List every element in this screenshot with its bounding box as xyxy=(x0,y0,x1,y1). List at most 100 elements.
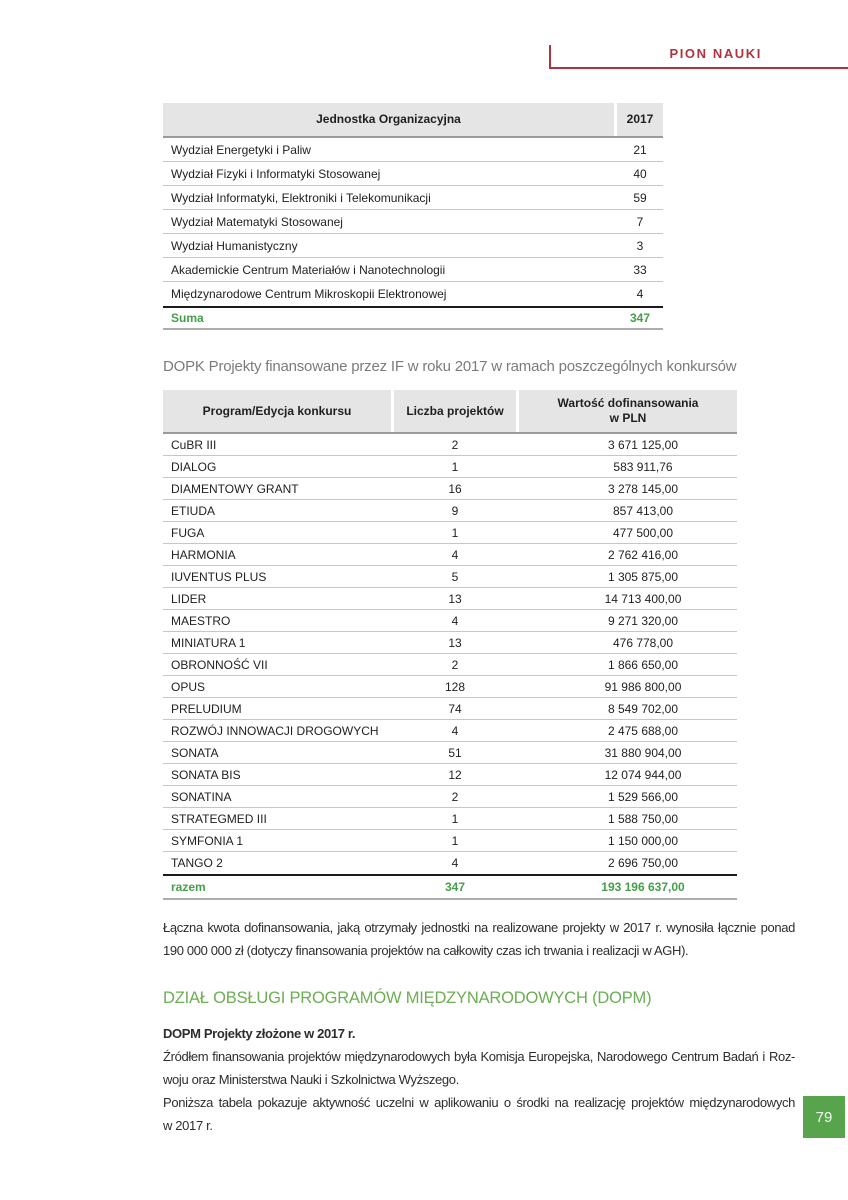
project-count: 128 xyxy=(444,679,466,694)
project-count: 4 xyxy=(451,856,459,870)
funding-value: 1 305 875,00 xyxy=(607,569,679,584)
project-count: 4 xyxy=(451,547,459,562)
unit-count: 40 xyxy=(633,166,647,181)
table-row: SYMFONIA 1 1 1 150 000,00 xyxy=(163,830,737,852)
unit-name: Wydział Humanistyczny xyxy=(171,238,298,253)
project-count: 4 xyxy=(451,723,459,738)
project-count: 1 xyxy=(451,459,459,474)
funding-value: 1 588 750,00 xyxy=(607,811,679,826)
unit-count: 7 xyxy=(636,214,644,229)
table-row: SONATA BIS 12 12 074 944,00 xyxy=(163,764,737,786)
program-name: DIALOG xyxy=(171,459,217,474)
programs-table-header: Program/Edycja konkursu Liczba projektów… xyxy=(163,390,737,434)
table-row: IUVENTUS PLUS 5 1 305 875,00 xyxy=(163,566,737,588)
funding-value: 2 696 750,00 xyxy=(607,856,679,870)
project-count: 1 xyxy=(451,811,459,826)
units-total-row: Suma 347 xyxy=(163,306,663,330)
table-row: Międzynarodowe Centrum Mikroskopii Elekt… xyxy=(163,282,663,306)
summary-paragraph: Łączna kwota dofinansowania, jaką otrzym… xyxy=(163,916,795,962)
program-name: LIDER xyxy=(171,591,207,606)
unit-name: Wydział Informatyki, Elektroniki i Telek… xyxy=(171,190,431,205)
unit-count: 4 xyxy=(636,287,644,301)
program-name: FUGA xyxy=(171,525,205,540)
dopm-paragraphs: DOPM Projekty złożone w 2017 r. Źródłem f… xyxy=(163,1022,795,1137)
page-number-badge: 79 xyxy=(803,1096,845,1138)
program-name: MAESTRO xyxy=(171,613,231,628)
unit-count: 3 xyxy=(636,238,644,253)
program-name: OPUS xyxy=(171,679,206,694)
table-row: TANGO 2 4 2 696 750,00 xyxy=(163,852,737,874)
table-row: MAESTRO 4 9 271 320,00 xyxy=(163,610,737,632)
funding-value: 2 762 416,00 xyxy=(607,547,679,562)
programs-table: Program/Edycja konkursu Liczba projektów… xyxy=(163,390,737,900)
paragraph-line: DOPM Projekty złożone w 2017 r. xyxy=(163,1026,356,1041)
unit-name: Akademickie Centrum Materiałów i Nanotec… xyxy=(171,262,446,277)
units-col-org-header: Jednostka Organizacyjna xyxy=(163,103,614,136)
program-name: STRATEGMED III xyxy=(171,811,267,826)
funding-value: 2 475 688,00 xyxy=(607,723,679,738)
units-table: Jednostka Organizacyjna 2017 Wydział Ene… xyxy=(163,103,663,330)
programs-total-value: 193 196 637,00 xyxy=(601,880,685,894)
project-count: 51 xyxy=(448,745,462,760)
programs-total-row: razem 347 193 196 637,00 xyxy=(163,874,737,900)
program-name: TANGO 2 xyxy=(171,856,223,870)
project-count: 2 xyxy=(451,437,459,452)
section-rule: PION NAUKI xyxy=(549,45,848,69)
funding-value: 9 271 320,00 xyxy=(607,613,679,628)
project-count: 1 xyxy=(451,833,459,848)
programs-table-caption: DOPK Projekty finansowane przez IF w rok… xyxy=(163,358,737,375)
unit-name: Międzynarodowe Centrum Mikroskopii Elekt… xyxy=(171,287,447,301)
table-row: SONATA 51 31 880 904,00 xyxy=(163,742,737,764)
table-row: OPUS 128 91 986 800,00 xyxy=(163,676,737,698)
table-row: OBRONNOŚĆ VII 2 1 866 650,00 xyxy=(163,654,737,676)
funding-value: 12 074 944,00 xyxy=(604,767,682,782)
program-name: SONATINA xyxy=(171,789,232,804)
table-row: MINIATURA 1 13 476 778,00 xyxy=(163,632,737,654)
unit-count: 59 xyxy=(633,190,647,205)
project-count: 2 xyxy=(451,789,459,804)
funding-value: 8 549 702,00 xyxy=(607,701,679,716)
units-table-body: Wydział Energetyki i Paliw 21 Wydział Fi… xyxy=(163,138,663,306)
dopm-section-heading: DZIAŁ OBSŁUGI PROGRAMÓW MIĘDZYNARODOWYCH… xyxy=(163,989,652,1007)
program-name: MINIATURA 1 xyxy=(171,635,246,650)
funding-value: 3 278 145,00 xyxy=(607,481,679,496)
program-name: ROZWÓJ INNOWACJI DROGOWYCH xyxy=(171,723,379,738)
units-total-label: Suma xyxy=(171,311,204,325)
unit-name: Wydział Energetyki i Paliw xyxy=(171,142,311,157)
funding-value: 14 713 400,00 xyxy=(604,591,682,606)
table-row: CuBR III 2 3 671 125,00 xyxy=(163,434,737,456)
program-name: CuBR III xyxy=(171,437,217,452)
units-col-year-header: 2017 xyxy=(617,103,663,136)
unit-count: 33 xyxy=(633,262,647,277)
unit-name: Wydział Matematyki Stosowanej xyxy=(171,214,343,229)
programs-col-count-header: Liczba projektów xyxy=(394,390,516,432)
funding-value: 1 529 566,00 xyxy=(607,789,679,804)
table-row: Wydział Matematyki Stosowanej 7 xyxy=(163,210,663,234)
paragraph-line: 190 000 000 zł (dotyczy finansowania pro… xyxy=(163,943,689,958)
table-row: Wydział Humanistyczny 3 xyxy=(163,234,663,258)
units-total-value: 347 xyxy=(629,311,651,325)
table-row: SONATINA 2 1 529 566,00 xyxy=(163,786,737,808)
funding-value: 3 671 125,00 xyxy=(607,437,679,452)
paragraph-line: Źródłem finansowania projektów międzynar… xyxy=(163,1049,795,1064)
programs-table-body: CuBR III 2 3 671 125,00 DIALOG 1 583 911… xyxy=(163,434,737,874)
funding-value: 476 778,00 xyxy=(612,635,674,650)
funding-value: 477 500,00 xyxy=(612,525,674,540)
funding-value: 1 866 650,00 xyxy=(607,657,679,672)
programs-total-count: 347 xyxy=(444,880,466,894)
table-row: FUGA 1 477 500,00 xyxy=(163,522,737,544)
table-row: ROZWÓJ INNOWACJI DROGOWYCH 4 2 475 688,0… xyxy=(163,720,737,742)
program-name: SYMFONIA 1 xyxy=(171,833,244,848)
funding-value: 583 911,76 xyxy=(613,459,673,474)
project-count: 9 xyxy=(451,503,459,518)
table-row: Wydział Informatyki, Elektroniki i Telek… xyxy=(163,186,663,210)
table-row: Wydział Energetyki i Paliw 21 xyxy=(163,138,663,162)
project-count: 12 xyxy=(448,767,462,782)
table-row: DIALOG 1 583 911,76 xyxy=(163,456,737,478)
program-name: SONATA BIS xyxy=(171,767,241,782)
project-count: 74 xyxy=(448,701,462,716)
unit-name: Wydział Fizyki i Informatyki Stosowanej xyxy=(171,166,381,181)
unit-count: 21 xyxy=(633,142,647,157)
program-name: DIAMENTOWY GRANT xyxy=(171,481,299,496)
